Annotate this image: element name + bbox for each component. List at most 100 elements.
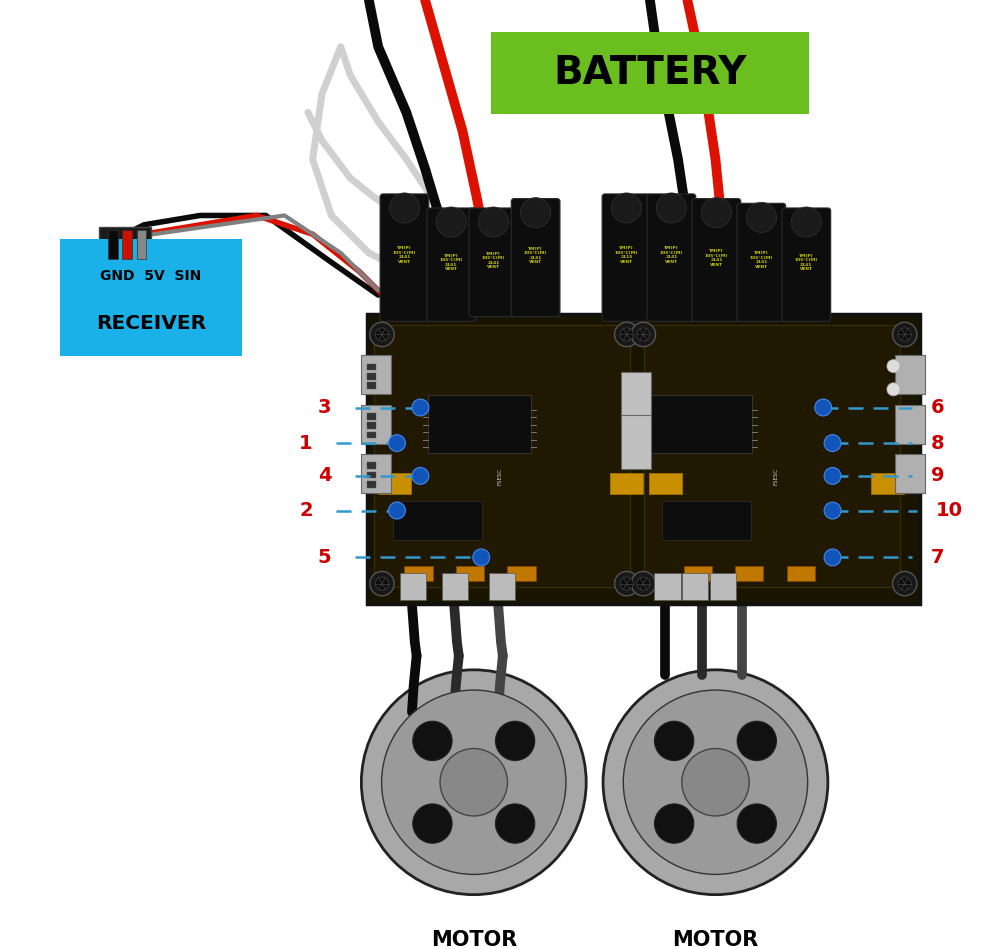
FancyBboxPatch shape — [871, 474, 904, 493]
FancyBboxPatch shape — [361, 355, 391, 395]
Circle shape — [375, 577, 389, 590]
Circle shape — [473, 549, 490, 566]
Circle shape — [654, 721, 694, 760]
Text: 9: 9 — [931, 466, 944, 485]
FancyBboxPatch shape — [647, 194, 696, 322]
FancyBboxPatch shape — [60, 239, 242, 356]
Circle shape — [389, 502, 405, 519]
Circle shape — [637, 328, 650, 341]
Text: TM(P)
105°C(M)
2141
VENT: TM(P) 105°C(M) 2141 VENT — [795, 253, 818, 271]
FancyBboxPatch shape — [621, 372, 651, 425]
Circle shape — [495, 721, 535, 760]
Circle shape — [637, 577, 650, 590]
Circle shape — [389, 193, 420, 223]
Circle shape — [615, 571, 639, 596]
Circle shape — [440, 749, 507, 816]
FancyBboxPatch shape — [367, 432, 376, 438]
Circle shape — [746, 202, 776, 233]
FancyBboxPatch shape — [621, 416, 651, 469]
Circle shape — [620, 328, 633, 341]
FancyBboxPatch shape — [367, 382, 376, 389]
FancyBboxPatch shape — [361, 404, 391, 444]
Circle shape — [631, 571, 656, 596]
FancyBboxPatch shape — [393, 501, 482, 540]
FancyBboxPatch shape — [367, 373, 376, 380]
FancyBboxPatch shape — [367, 363, 376, 370]
Text: TM(P)
105°C(M)
2141
VENT: TM(P) 105°C(M) 2141 VENT — [660, 247, 683, 264]
FancyBboxPatch shape — [737, 203, 786, 322]
Circle shape — [887, 360, 900, 373]
FancyBboxPatch shape — [649, 395, 752, 454]
FancyBboxPatch shape — [507, 566, 536, 581]
FancyBboxPatch shape — [367, 413, 376, 419]
Text: 6: 6 — [931, 398, 945, 417]
FancyBboxPatch shape — [361, 454, 391, 493]
Circle shape — [815, 400, 832, 416]
Circle shape — [824, 435, 841, 452]
Circle shape — [893, 571, 917, 596]
Circle shape — [413, 721, 452, 760]
FancyBboxPatch shape — [692, 198, 741, 322]
FancyBboxPatch shape — [735, 566, 763, 581]
Text: 5: 5 — [318, 548, 331, 567]
FancyBboxPatch shape — [378, 474, 411, 493]
Circle shape — [375, 328, 389, 341]
FancyBboxPatch shape — [442, 573, 468, 600]
FancyBboxPatch shape — [367, 462, 376, 469]
Circle shape — [389, 435, 405, 452]
Circle shape — [682, 749, 749, 816]
Circle shape — [701, 197, 731, 228]
FancyBboxPatch shape — [122, 231, 132, 258]
FancyBboxPatch shape — [489, 573, 515, 600]
Text: 4: 4 — [318, 466, 331, 485]
Circle shape — [412, 468, 429, 484]
Circle shape — [887, 382, 900, 396]
FancyBboxPatch shape — [99, 227, 151, 262]
FancyBboxPatch shape — [367, 472, 376, 478]
FancyBboxPatch shape — [367, 422, 376, 429]
FancyBboxPatch shape — [380, 194, 429, 322]
Circle shape — [898, 328, 911, 341]
Circle shape — [898, 577, 911, 590]
Circle shape — [824, 468, 841, 484]
Circle shape — [413, 804, 452, 844]
FancyBboxPatch shape — [367, 481, 376, 488]
Text: TM(P)
105°C(M)
2115
VENT: TM(P) 105°C(M) 2115 VENT — [615, 247, 638, 264]
FancyBboxPatch shape — [895, 454, 925, 493]
Circle shape — [370, 323, 394, 346]
Circle shape — [382, 690, 566, 874]
FancyBboxPatch shape — [662, 501, 751, 540]
FancyBboxPatch shape — [710, 573, 736, 600]
FancyBboxPatch shape — [491, 32, 809, 114]
Text: TM(P)
105°C(M)
2141
VENT: TM(P) 105°C(M) 2141 VENT — [705, 249, 728, 267]
FancyBboxPatch shape — [469, 208, 518, 317]
FancyBboxPatch shape — [374, 326, 630, 587]
FancyBboxPatch shape — [456, 566, 484, 581]
Text: MOTOR: MOTOR — [672, 930, 759, 949]
Text: MOTOR: MOTOR — [431, 930, 517, 949]
Text: FSESC: FSESC — [773, 468, 778, 485]
FancyBboxPatch shape — [895, 355, 925, 395]
Circle shape — [603, 670, 828, 895]
Circle shape — [623, 690, 808, 874]
Text: TM(P)
105°C(M)
2141
VENT: TM(P) 105°C(M) 2141 VENT — [524, 247, 547, 264]
Text: 2: 2 — [299, 501, 313, 520]
FancyBboxPatch shape — [427, 208, 476, 322]
FancyBboxPatch shape — [400, 573, 426, 600]
FancyBboxPatch shape — [654, 573, 681, 600]
Circle shape — [737, 721, 776, 760]
Text: TM(P)
105°C(M)
2141
VENT: TM(P) 105°C(M) 2141 VENT — [393, 247, 416, 264]
FancyBboxPatch shape — [684, 566, 712, 581]
Circle shape — [611, 193, 642, 223]
Circle shape — [412, 400, 429, 416]
Circle shape — [791, 207, 821, 237]
FancyBboxPatch shape — [782, 208, 831, 322]
FancyBboxPatch shape — [787, 566, 815, 581]
Circle shape — [615, 323, 639, 346]
Text: 10: 10 — [936, 501, 963, 520]
Circle shape — [495, 804, 535, 844]
Text: TM(P)
105°C(M)
2141
VENT: TM(P) 105°C(M) 2141 VENT — [482, 251, 505, 270]
Circle shape — [654, 804, 694, 844]
Circle shape — [656, 193, 687, 223]
FancyBboxPatch shape — [602, 194, 651, 322]
